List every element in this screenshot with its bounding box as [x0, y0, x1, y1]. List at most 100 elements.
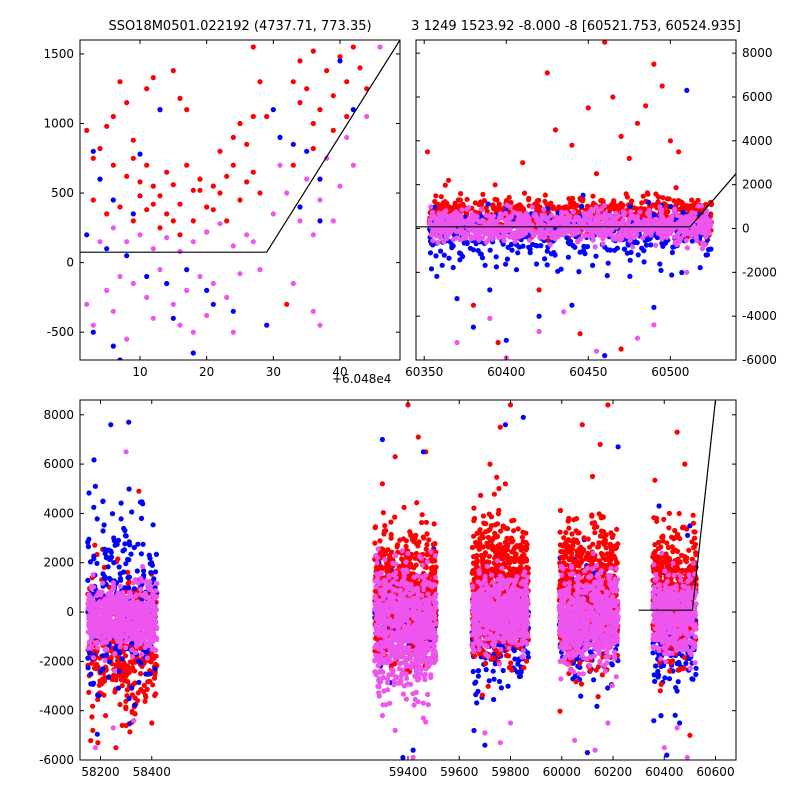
top-right-point-blue — [427, 250, 434, 256]
top-right-point-blue — [576, 269, 582, 275]
top-right-point-magenta — [437, 235, 443, 241]
top-right-point-red — [667, 138, 674, 144]
bottom-point-blue — [116, 668, 122, 674]
top-right-point-magenta — [491, 213, 497, 219]
bottom-point-magenta — [134, 639, 140, 646]
bottom-point-blue — [111, 538, 117, 544]
top-right-point-magenta — [671, 208, 678, 215]
top-right-point-magenta — [659, 233, 665, 239]
bottom-point-red — [125, 679, 131, 685]
top-right-point-magenta — [700, 214, 706, 220]
top-right-point-magenta — [678, 223, 685, 229]
top-left-point-blue — [264, 322, 270, 328]
top-right-point-blue — [439, 262, 445, 268]
top-right-point-magenta — [657, 228, 663, 234]
bottom-point-magenta — [425, 702, 431, 708]
bottom-point-red — [372, 524, 378, 530]
bottom-point-blue — [120, 548, 126, 554]
bottom-points — [85, 400, 717, 760]
bottom-point-magenta — [89, 617, 95, 623]
bottom-point-red — [380, 509, 386, 516]
top-right-ytick-label: -6000 — [742, 353, 777, 367]
bottom-point-magenta — [423, 572, 429, 578]
bottom-point-magenta — [125, 610, 131, 616]
bottom-point-red — [125, 569, 131, 576]
top-right-point-magenta — [563, 209, 569, 216]
bottom-point-red — [152, 692, 158, 699]
top-right-point-magenta — [566, 216, 572, 222]
top-right-point-blue — [577, 249, 583, 255]
top-right-point-magenta — [522, 213, 529, 219]
bottom-point-magenta — [132, 617, 139, 623]
top-left-point-red — [110, 162, 116, 168]
top-left-point-magenta — [190, 239, 196, 245]
top-left-point-blue — [110, 197, 116, 203]
top-right-point-blue — [428, 266, 435, 272]
top-right-point-blue — [470, 324, 476, 330]
top-right-point-magenta — [576, 219, 583, 225]
top-left-point-red — [177, 232, 183, 238]
top-right-point-red — [564, 205, 571, 212]
bottom-point-magenta — [86, 592, 92, 598]
bottom-point-magenta — [100, 580, 106, 586]
bottom-point-blue — [95, 692, 101, 698]
top-right-point-red — [671, 198, 677, 204]
top-right-point-magenta — [671, 234, 678, 240]
top-right-point-blue — [565, 254, 572, 260]
bottom-point-red — [385, 547, 391, 553]
top-left-point-blue — [204, 287, 210, 293]
bottom-point-red — [126, 579, 132, 585]
top-left-point-magenta — [177, 322, 183, 328]
top-right-point-magenta — [504, 228, 510, 234]
top-right-point-magenta — [660, 216, 666, 222]
bottom-point-red — [151, 653, 157, 660]
bottom-point-magenta — [96, 616, 102, 622]
top-right-point-blue — [660, 243, 666, 249]
bottom-point-red — [127, 729, 133, 735]
top-right-point-magenta — [589, 206, 595, 212]
top-left-point-magenta — [304, 176, 310, 182]
top-right-point-magenta — [538, 233, 544, 239]
top-right-ytick-label: 4000 — [742, 134, 773, 148]
top-right-point-magenta — [455, 215, 462, 221]
top-left-point-red — [217, 190, 223, 196]
bottom-point-red — [388, 519, 394, 525]
top-right-point-blue — [449, 242, 455, 248]
bottom-point-blue — [94, 560, 100, 567]
top-right-point-blue — [467, 245, 473, 251]
top-right-point-magenta — [517, 228, 523, 234]
top-right-point-magenta — [483, 212, 489, 218]
top-right-point-magenta — [647, 216, 653, 223]
top-left-point-red — [230, 134, 236, 140]
top-right-point-magenta — [577, 236, 583, 242]
bottom-point-red — [407, 529, 413, 535]
top-left-point-red — [344, 79, 350, 85]
top-right-point-magenta — [464, 206, 470, 212]
top-right-point-blue — [607, 247, 614, 253]
bottom-point-blue — [126, 695, 132, 702]
bottom-point-magenta — [117, 583, 124, 590]
top-right-point-magenta — [559, 231, 565, 237]
top-right-point-red — [640, 193, 646, 199]
top-right-point-magenta — [437, 226, 443, 232]
top-right-point-magenta — [428, 204, 434, 210]
bottom-point-magenta — [111, 632, 117, 638]
top-right-point-magenta — [500, 224, 506, 231]
top-right-point-red — [495, 339, 501, 346]
bottom-point-red — [411, 565, 417, 571]
top-left-point-magenta — [250, 239, 256, 245]
top-left-point-red — [224, 218, 230, 224]
top-right-point-magenta — [500, 229, 506, 235]
top-right-point-magenta — [559, 211, 565, 217]
top-left-point-red — [310, 120, 316, 127]
top-right-point-blue — [503, 261, 509, 267]
bottom-point-red — [113, 677, 119, 683]
top-right-point-blue — [450, 264, 456, 271]
bottom-point-magenta — [138, 631, 144, 638]
top-right-point-red — [574, 202, 580, 209]
top-right-point-magenta — [459, 207, 465, 213]
top-right-point-magenta — [619, 235, 625, 241]
top-right-point-magenta — [624, 233, 630, 239]
bottom-point-magenta — [382, 556, 388, 563]
bottom-point-magenta — [150, 613, 156, 619]
